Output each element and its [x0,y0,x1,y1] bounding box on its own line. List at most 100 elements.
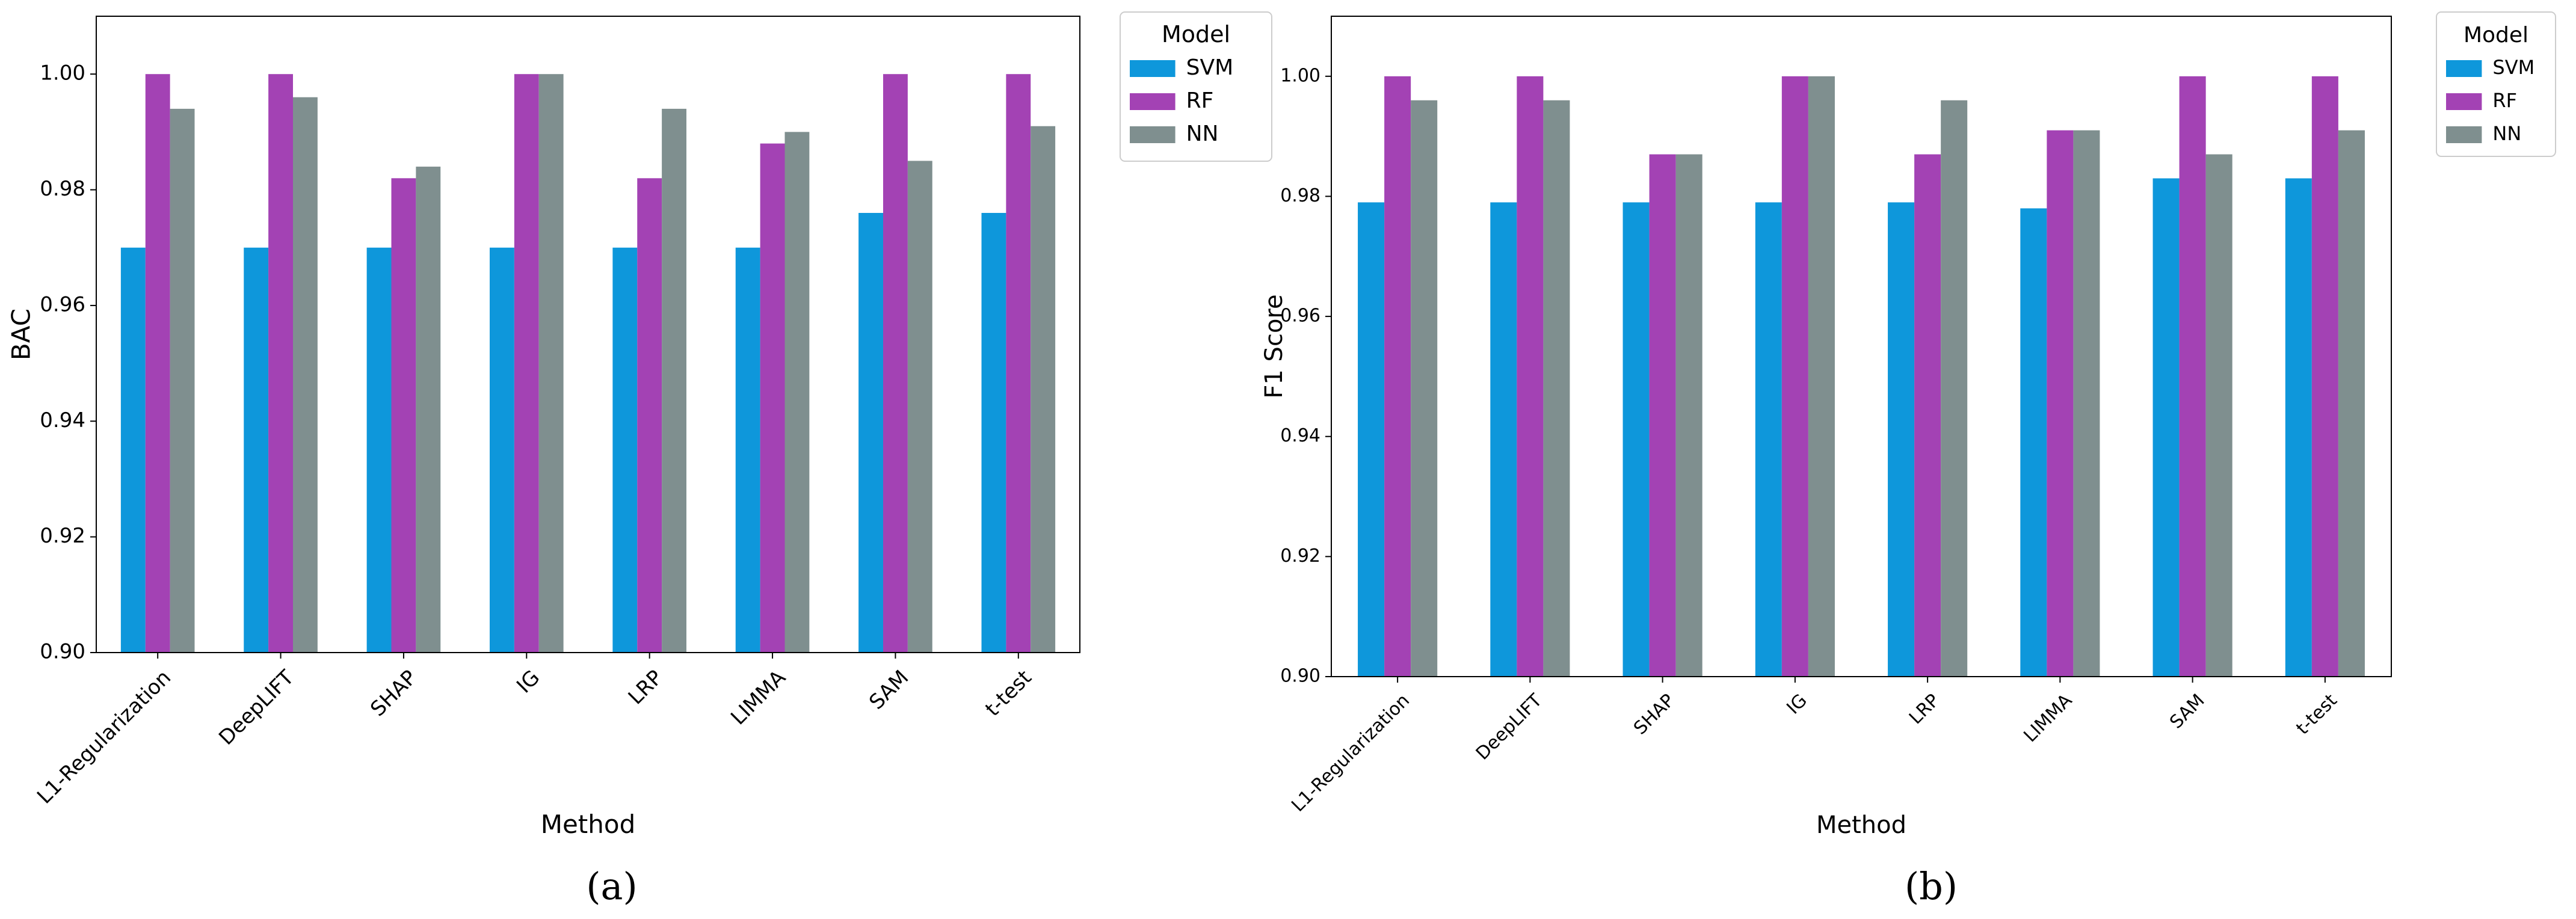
bar-svm-ig [490,247,514,653]
x-tick-label: t-test [981,666,1037,722]
bar-rf-ig [1781,76,1808,677]
bar-nn-t-test [1031,126,1056,653]
bar-rf-limma [2047,130,2074,677]
bar-svm-lrp [612,247,638,653]
y-tick-label: 0.92 [1280,546,1320,567]
bar-svm-ig [1755,202,1782,677]
x-tick-label: LRP [1905,690,1944,728]
legend-title: Model [1162,21,1230,48]
bar-rf-ig [514,74,539,653]
y-tick-label: 0.96 [1280,306,1320,327]
bar-svm-lrp [1888,202,1915,677]
chart-panel-b: 0.90 0.92 0.94 0.96 0.98 1.00 L1-Regularizatio… [1260,11,2556,908]
x-tick-label: SAM [2166,690,2208,733]
y-axis-label: F1 Score [1260,294,1288,398]
legend: Model SVM RF NN [1120,11,1272,162]
bar-svm-l1-regularization [120,247,146,653]
y-tick-label: 1.00 [40,61,85,85]
bar-rf-deeplift [268,74,293,653]
x-tick-label: IG [512,666,544,698]
bar-rf-l1-regularization [145,74,170,653]
panel-caption: (a) [586,864,637,908]
y-axis-label: BAC [7,309,36,360]
bar-svm-l1-regularization [1358,202,1385,677]
y-tick-label: 0.96 [40,292,85,316]
y-tick-label: 0.94 [40,408,85,432]
bar-rf-shap [1649,154,1676,677]
bar-svm-shap [366,247,392,653]
bar-nn-l1-regularization [170,108,195,653]
bar-nn-t-test [2338,130,2365,677]
x-tick-label: SAM [864,666,913,715]
legend-label-nn: NN [2492,122,2521,145]
legend-box [1120,11,1272,162]
legend-swatch-nn [1130,126,1176,143]
bar-rf-sam [2179,76,2206,677]
legend-label-svm: SVM [1186,55,1234,80]
x-tick-label: IG [1783,690,1811,718]
bar-rf-deeplift [1517,76,1544,677]
bar-rf-sam [883,74,908,653]
x-tick-label: DeepLIFT [214,665,298,749]
bar-nn-deeplift [1543,100,1570,677]
bar-nn-shap [416,167,441,653]
bar-svm-t-test [981,213,1006,653]
bar-svm-shap [1622,202,1650,677]
x-tick-label: SHAP [1630,690,1678,739]
bar-svm-t-test [2285,178,2312,677]
bar-nn-deeplift [293,97,318,653]
bar-nn-ig [1808,76,1835,677]
x-tick-label: SHAP [366,666,422,722]
x-tick-label: LRP [624,666,668,710]
legend-box [2436,11,2556,157]
chart-panel-a: 0.90 0.92 0.94 0.96 0.98 1.00 L1-Regularizatio… [7,11,1272,908]
x-tick-label: DeepLIFT [1472,690,1547,764]
plot-frame [1331,16,2392,677]
bar-svm-deeplift [1490,202,1517,677]
bar-nn-l1-regularization [1411,100,1438,677]
y-tick-label: 0.90 [1280,666,1320,687]
x-axis-label: Method [541,810,636,839]
x-tick-label: LIMMA [2020,690,2076,746]
legend-label-svm: SVM [2492,56,2534,79]
bar-rf-lrp [1914,154,1941,677]
y-tick-label: 0.98 [1280,185,1320,206]
x-tick-label: LIMMA [726,666,790,730]
bar-svm-sam [858,213,883,653]
bar-nn-limma [2073,130,2100,677]
bar-nn-sam [2205,154,2232,677]
bar-svm-sam [2152,178,2180,677]
bar-rf-l1-regularization [1384,76,1411,677]
y-tick-label: 1.00 [1280,65,1320,86]
bar-nn-lrp [1941,100,1968,677]
legend-swatch-svm [2446,60,2482,77]
legend-swatch-svm [1130,60,1176,77]
bar-nn-ig [538,74,564,653]
y-tick-label: 0.90 [40,640,85,664]
x-tick-label: L1-Regularization [32,666,176,809]
legend-label-nn: NN [1186,121,1219,146]
x-tick-label: t-test [2292,690,2341,739]
legend-label-rf: RF [2492,89,2517,112]
legend: Model SVM RF NN [2436,11,2556,157]
bar-nn-sam [907,161,932,653]
bar-rf-shap [391,178,416,653]
bar-svm-limma [2020,208,2047,677]
legend-swatch-rf [1130,93,1176,110]
bar-rf-t-test [2311,76,2338,677]
y-tick-label: 0.94 [1280,425,1320,446]
legend-swatch-rf [2446,93,2482,110]
bar-rf-t-test [1006,74,1031,653]
bar-svm-deeplift [244,247,269,653]
legend-swatch-nn [2446,126,2482,143]
bar-svm-limma [735,247,760,653]
y-tick-label: 0.92 [40,524,85,548]
bar-rf-limma [760,143,785,653]
bar-nn-limma [784,132,810,653]
x-tick-label: L1-Regularization [1287,690,1414,816]
y-tick-label: 0.98 [40,177,85,201]
bar-nn-lrp [662,108,686,653]
legend-title: Model [2464,23,2528,48]
plot-frame [96,16,1080,653]
